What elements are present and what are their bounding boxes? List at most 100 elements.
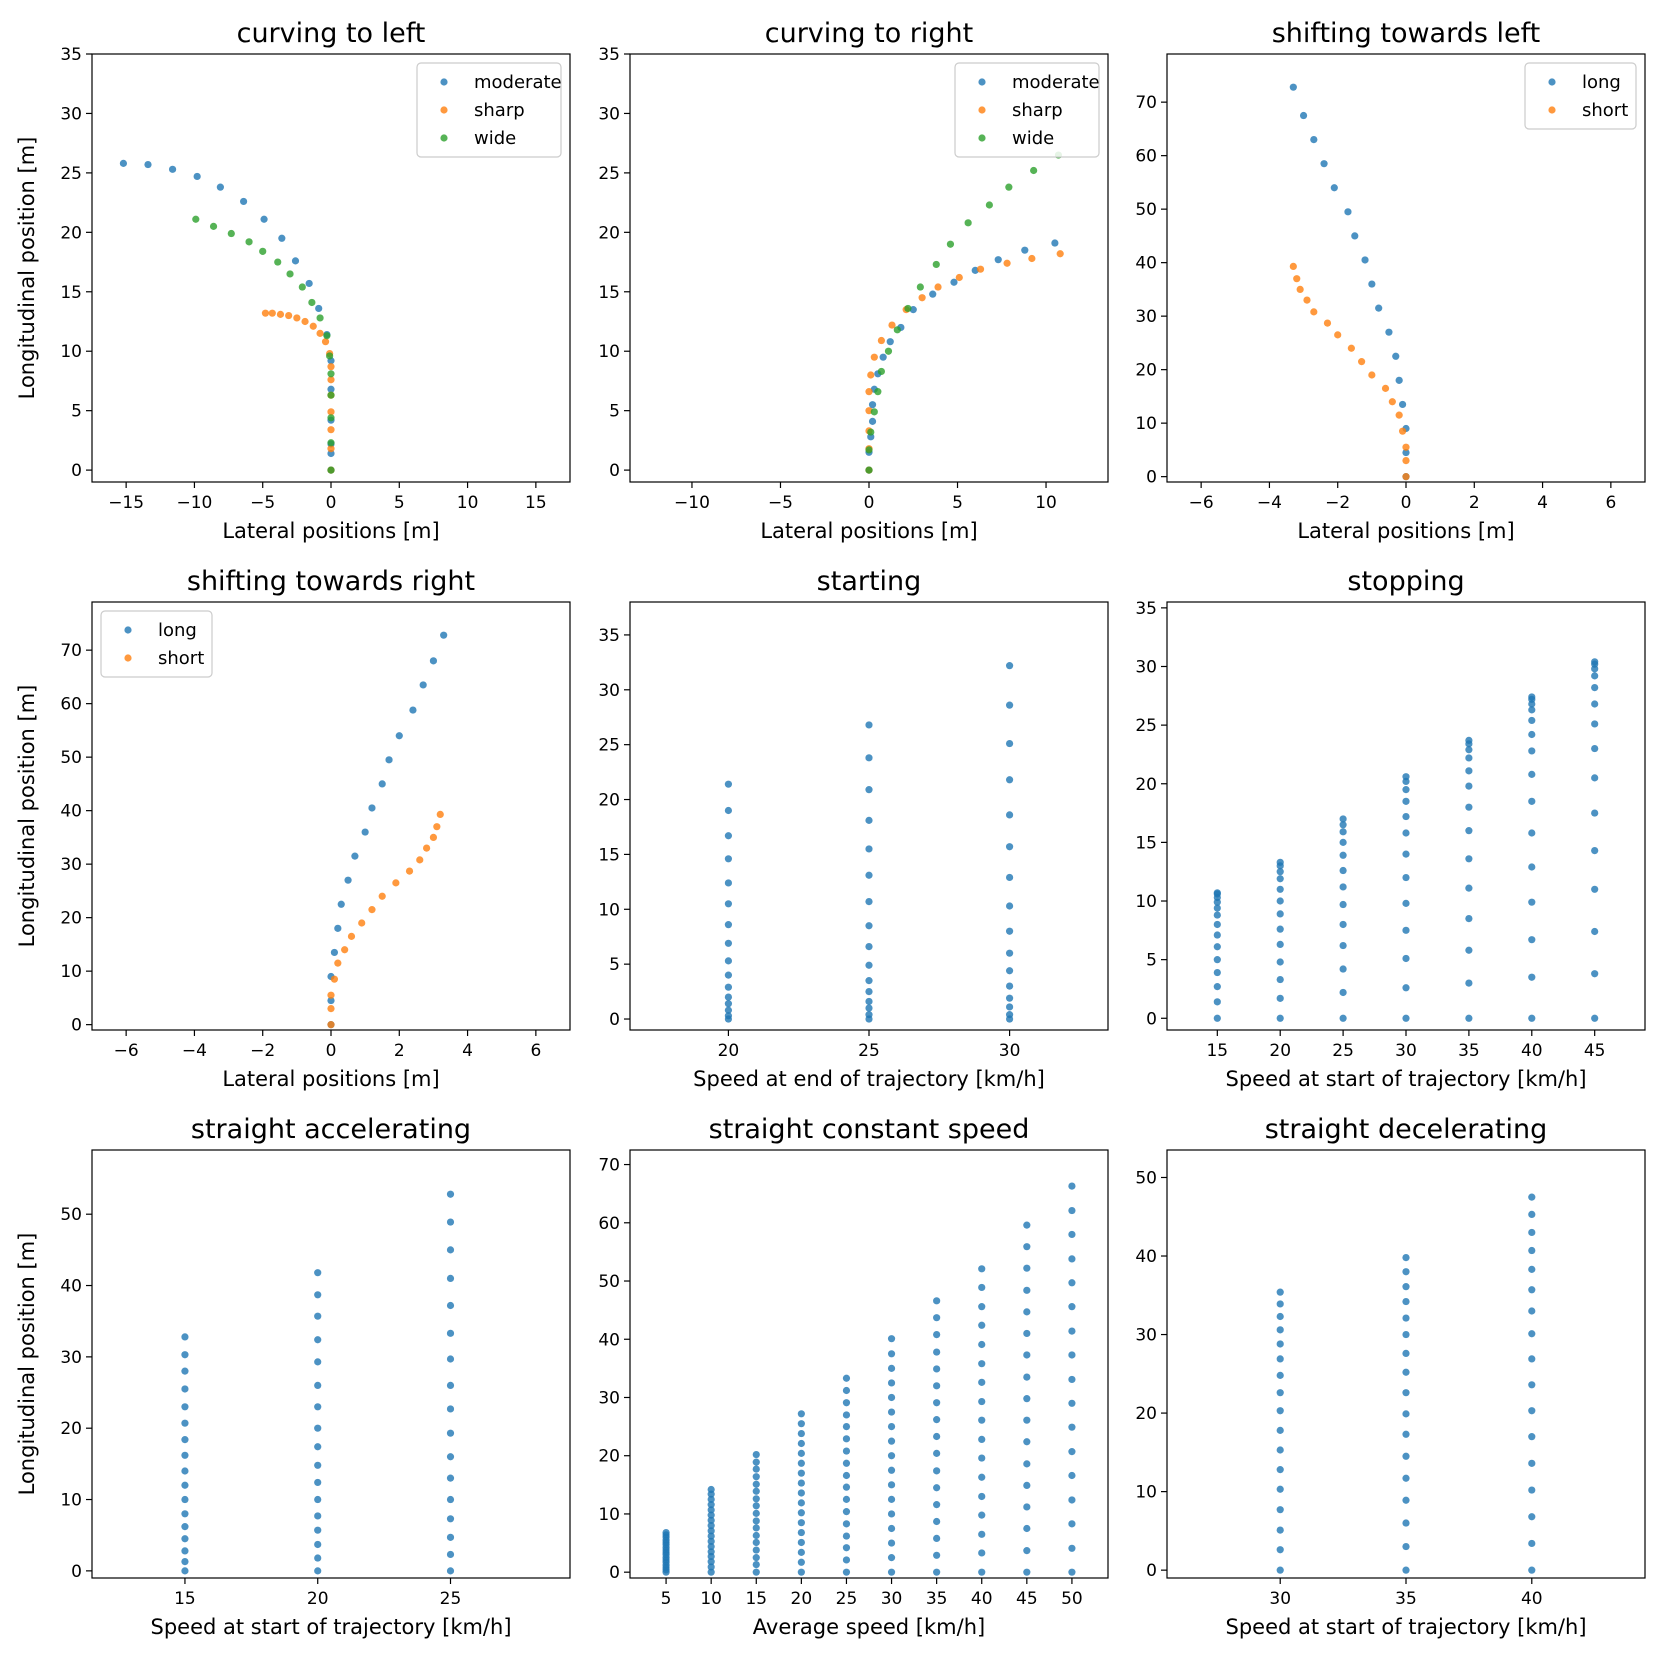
data-point <box>1005 1011 1014 1019</box>
data-point <box>286 270 294 278</box>
legend-box <box>416 62 562 158</box>
data-point <box>1465 884 1473 892</box>
data-point <box>1276 1355 1284 1363</box>
data-point <box>1361 256 1369 264</box>
data-point <box>378 892 386 900</box>
data-point <box>193 172 201 181</box>
data-point <box>1402 1496 1410 1504</box>
data-point <box>268 309 276 317</box>
data-point <box>707 1501 715 1509</box>
data-point <box>842 1459 851 1467</box>
data-point <box>368 804 376 812</box>
y-tick-label: 0 <box>1146 468 1157 488</box>
data-point <box>327 445 335 453</box>
x-axis-label: Lateral positions [m] <box>222 1067 439 1091</box>
data-point <box>1299 111 1308 120</box>
data-point <box>1358 358 1366 366</box>
data-point <box>1310 308 1318 316</box>
data-point <box>978 1435 986 1444</box>
x-tick-label: 45 <box>1016 1589 1038 1609</box>
data-point <box>314 1540 322 1549</box>
y-tick-label: 15 <box>598 283 620 303</box>
x-tick-label: 2 <box>394 1041 405 1061</box>
data-point <box>887 1335 896 1343</box>
data-point <box>797 1519 805 1527</box>
data-point <box>978 1283 986 1292</box>
data-point <box>842 1386 851 1395</box>
data-point <box>1465 946 1473 954</box>
x-tick-label: −15 <box>108 493 144 513</box>
data-point <box>1213 904 1221 912</box>
y-tick-label: 0 <box>1146 1561 1157 1581</box>
data-point <box>274 258 282 266</box>
data-point <box>1068 1399 1076 1407</box>
data-point <box>978 1549 986 1557</box>
data-point <box>181 1523 189 1531</box>
y-tick-label: 20 <box>1135 1404 1157 1424</box>
data-point <box>1023 1264 1031 1272</box>
legend: long short <box>100 610 213 678</box>
data-point <box>327 363 335 371</box>
x-tick-label: 35 <box>1395 1589 1417 1609</box>
legend-label: long <box>158 620 197 641</box>
data-point <box>1068 1375 1076 1384</box>
x-tick-label: 30 <box>881 1589 903 1609</box>
data-point <box>1276 1485 1284 1493</box>
data-point <box>314 1424 322 1432</box>
data-point <box>1465 782 1473 790</box>
data-point <box>978 1321 986 1329</box>
data-point <box>842 1483 851 1491</box>
y-axis-label: Longitudinal position [m] <box>15 685 39 948</box>
series-wide <box>192 215 335 474</box>
data-point <box>1375 304 1383 312</box>
data-point <box>1398 400 1407 409</box>
y-tick-label: 20 <box>598 223 620 243</box>
data-point <box>1591 774 1599 782</box>
y-tick-label: 50 <box>60 748 82 768</box>
data-point <box>314 1291 322 1299</box>
data-point <box>865 1004 873 1012</box>
data-point <box>446 1405 455 1413</box>
data-point <box>314 1495 322 1504</box>
data-point <box>797 1568 805 1576</box>
data-point <box>867 371 875 379</box>
data-point <box>1023 1438 1031 1446</box>
data-point <box>368 906 376 914</box>
y-tick-label: 40 <box>1135 254 1157 274</box>
data-point <box>1213 911 1221 919</box>
legend-label: wide <box>474 128 516 149</box>
data-point <box>1028 254 1036 263</box>
y-tick-label: 35 <box>598 45 620 65</box>
data-point <box>887 1524 896 1533</box>
legend-marker <box>440 134 448 142</box>
data-point <box>752 1502 760 1510</box>
data-point <box>327 376 335 384</box>
data-point <box>1402 1389 1410 1397</box>
data-point <box>867 428 875 436</box>
legend-box <box>954 62 1100 158</box>
x-tick-label: −10 <box>674 493 710 513</box>
data-point <box>181 1419 189 1427</box>
data-point <box>446 1329 455 1337</box>
data-point <box>1276 885 1284 893</box>
data-point <box>1591 809 1599 817</box>
data-point <box>1392 352 1400 360</box>
data-point <box>1339 965 1347 973</box>
y-tick-label: 5 <box>609 955 620 975</box>
data-point <box>314 1381 322 1389</box>
data-point <box>327 391 335 399</box>
legend-marker <box>124 626 132 634</box>
data-point <box>314 1554 322 1562</box>
plot-frame <box>91 53 571 483</box>
data-point <box>327 466 335 474</box>
legend-marker <box>440 106 448 114</box>
data-point <box>1068 1448 1076 1456</box>
data-point <box>1465 915 1473 923</box>
data-point <box>181 1481 189 1489</box>
y-tick-label: 60 <box>598 1214 620 1234</box>
chart-title: straight constant speed <box>709 1114 1030 1145</box>
x-axis-label: Average speed [km/h] <box>753 1615 985 1639</box>
y-tick-label: 20 <box>1135 775 1157 795</box>
data-point <box>797 1469 805 1477</box>
